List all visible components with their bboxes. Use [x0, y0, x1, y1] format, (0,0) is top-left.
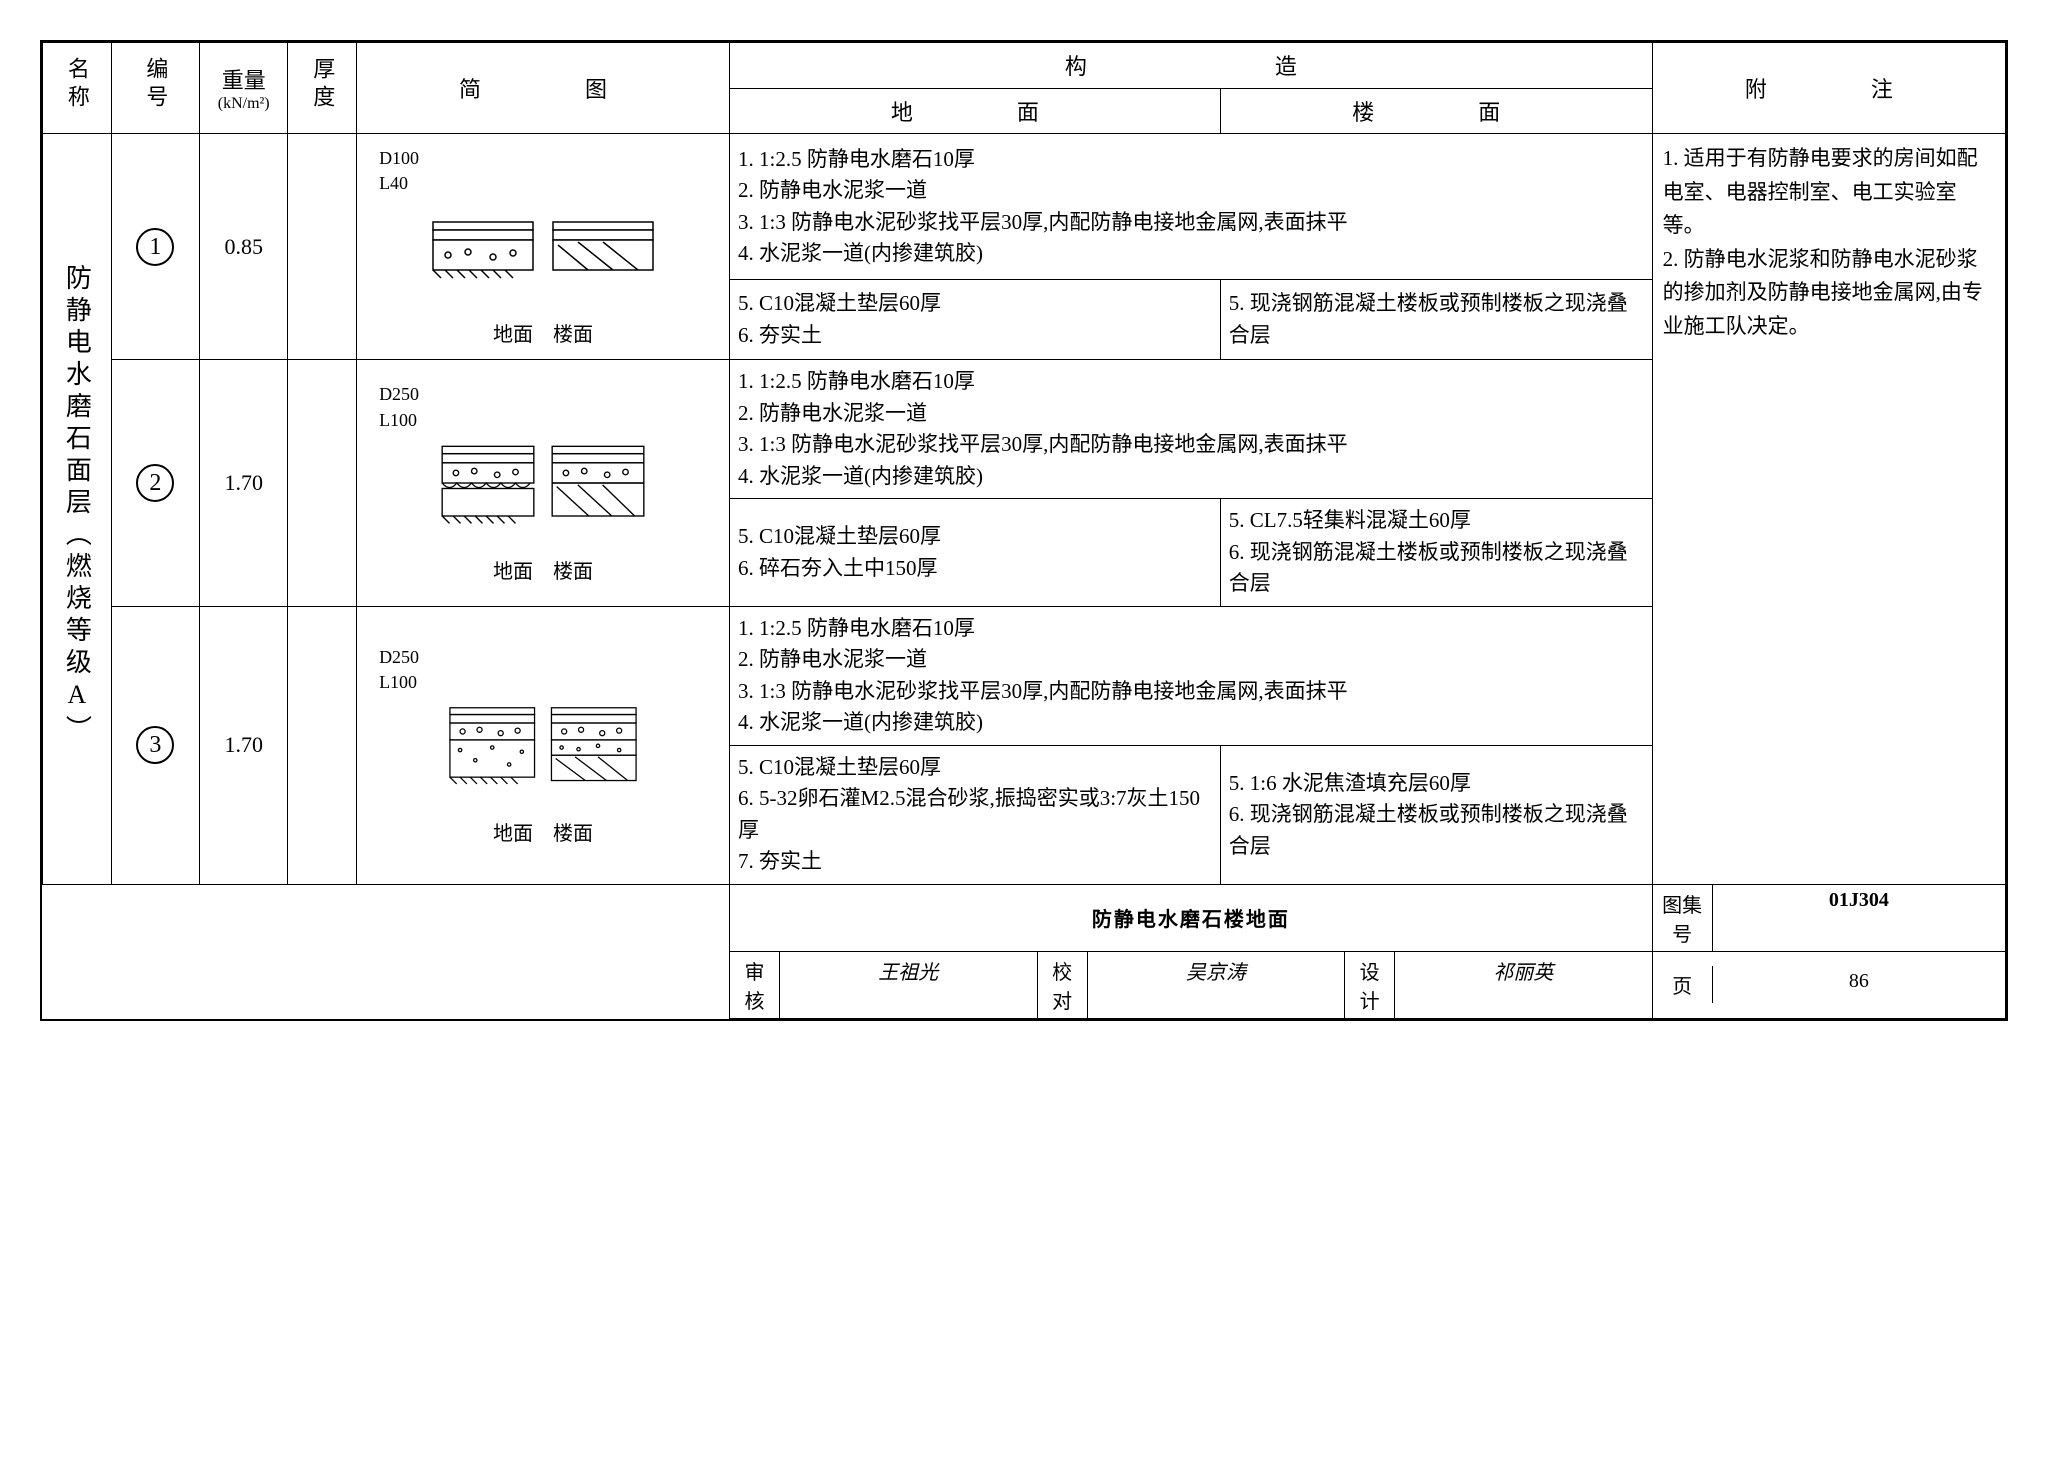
hdr-floor: 楼 面 [1220, 88, 1652, 134]
drawing-sheet: 名称 编号 重量 (kN/m²) 厚度 简 图 构 造 附 注 地 面 楼 面 … [40, 40, 2008, 1021]
hdr-construct: 构 造 [730, 43, 1653, 89]
row1-ground: 5. C10混凝土垫层60厚 6. 夯实土 [730, 280, 1221, 360]
row2-floor: 5. CL7.5轻集料混凝土60厚 6. 现浇钢筋混凝土楼板或预制楼板之现浇叠合… [1220, 499, 1652, 607]
row3-weight: 1.70 [200, 606, 288, 884]
hdr-thick: 厚度 [288, 43, 357, 134]
row3-ground: 5. C10混凝土垫层60厚 6. 5-32卵石灌M2.5混合砂浆,振捣密实或3… [730, 745, 1221, 884]
signatures-cell: 审核 王祖光 校对 吴京涛 设计 祁丽英 [730, 951, 1653, 1018]
titleblock-blank [43, 884, 730, 1018]
hdr-name: 名称 [43, 43, 112, 134]
page-cell: 页 86 [1652, 951, 2005, 1018]
hdr-notes: 附 注 [1652, 43, 2005, 134]
section-diagram-icon [413, 202, 673, 312]
row2-weight: 1.70 [200, 360, 288, 607]
hdr-weight: 重量 (kN/m²) [200, 43, 288, 134]
row2-num: 2 [111, 360, 199, 607]
row2-diagram: D250 L100 [357, 360, 730, 607]
section-diagram-icon [413, 701, 673, 811]
set-cell: 图集号 01J304 [1652, 884, 2005, 951]
row2-upper: 1. 1:2.5 防静电水磨石10厚 2. 防静电水泥浆一道 3. 1:3 防静… [730, 360, 1653, 499]
row2-thick [288, 360, 357, 607]
category-cell: 防静电水磨石面层（燃烧等级A） [43, 134, 112, 885]
row3-floor: 5. 1:6 水泥焦渣填充层60厚 6. 现浇钢筋混凝土楼板或预制楼板之现浇叠合… [1220, 745, 1652, 884]
row2-ground: 5. C10混凝土垫层60厚 6. 碎石夯入土中150厚 [730, 499, 1221, 607]
row1-weight: 0.85 [200, 134, 288, 360]
drawing-title: 防静电水磨石楼地面 [730, 884, 1653, 951]
row3-thick [288, 606, 357, 884]
row1-thick [288, 134, 357, 360]
row1-floor: 5. 现浇钢筋混凝土楼板或预制楼板之现浇叠合层 [1220, 280, 1652, 360]
row1-upper: 1. 1:2.5 防静电水磨石10厚 2. 防静电水泥浆一道 3. 1:3 防静… [730, 134, 1653, 280]
main-table: 名称 编号 重量 (kN/m²) 厚度 简 图 构 造 附 注 地 面 楼 面 … [42, 42, 2006, 1019]
row1-num: 1 [111, 134, 199, 360]
hdr-diagram: 简 图 [357, 43, 730, 134]
row3-diagram: D250 L100 [357, 606, 730, 884]
hdr-ground: 地 面 [730, 88, 1221, 134]
row1-diagram: D100 L40 [357, 134, 730, 360]
row3-num: 3 [111, 606, 199, 884]
section-diagram-icon [413, 439, 673, 549]
row3-upper: 1. 1:2.5 防静电水磨石10厚 2. 防静电水泥浆一道 3. 1:3 防静… [730, 606, 1653, 745]
notes-cell: 1. 适用于有防静电要求的房间如配电室、电器控制室、电工实验室等。 2. 防静电… [1652, 134, 2005, 885]
hdr-num: 编号 [111, 43, 199, 134]
